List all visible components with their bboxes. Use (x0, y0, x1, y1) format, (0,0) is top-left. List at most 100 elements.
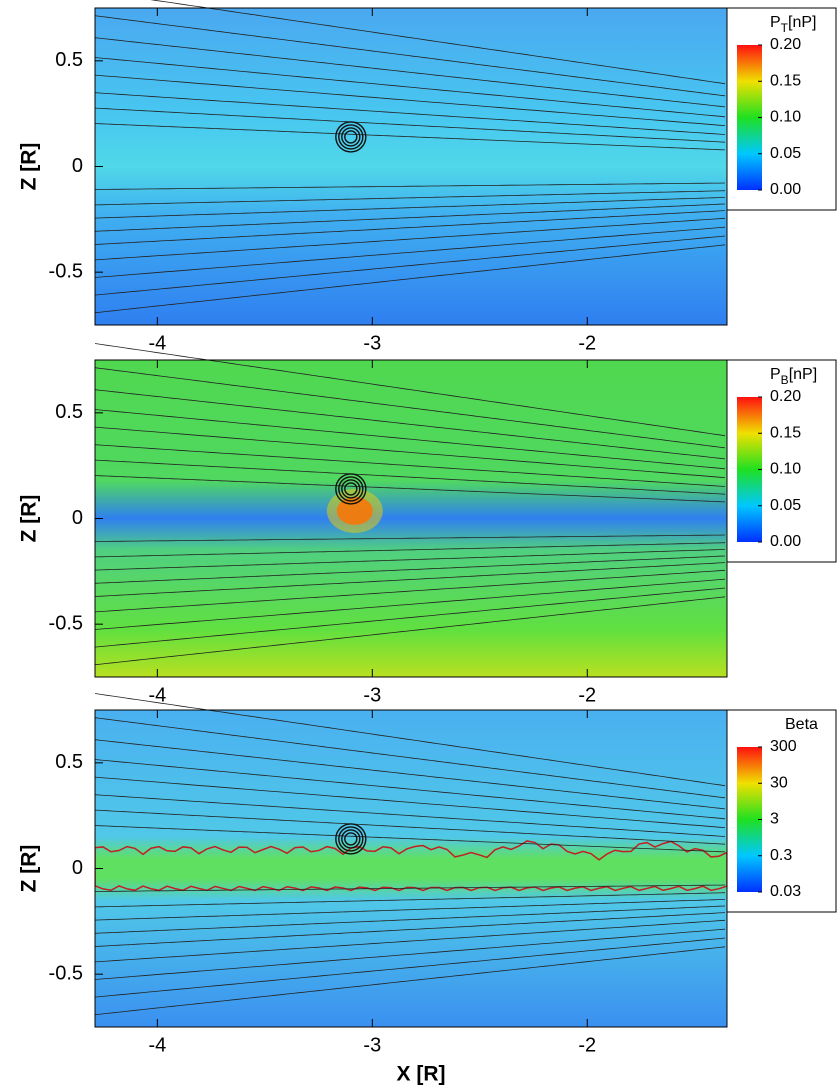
y-tick-label: 0 (72, 857, 83, 879)
field-line (95, 475, 726, 503)
y-axis-label: Z [R] (18, 495, 41, 543)
field-line (95, 389, 726, 460)
colorbar-title-part: T (781, 21, 789, 35)
vortex (344, 130, 358, 144)
colorbar-tick-label: 0.15 (770, 424, 801, 441)
vortex (335, 473, 367, 505)
field-line (95, 717, 726, 799)
vortex (341, 127, 361, 147)
colorbar-title-part: [nP] (788, 14, 816, 31)
vortex (335, 121, 367, 153)
field-line (95, 825, 726, 853)
colorbar-title: PB[nP] (770, 366, 817, 387)
field-line (95, 182, 726, 190)
colorbar: Beta 0.03 0.3 3 30 300 (726, 709, 837, 913)
field-line (95, 15, 726, 97)
colorbar-tick-label: 0.00 (770, 533, 801, 550)
field-line (95, 912, 726, 947)
x-tick-label: -2 (578, 1034, 596, 1056)
colorbar-tick-label: 0.05 (770, 145, 801, 162)
colorbar-tick-label: 3 (770, 811, 779, 828)
x-tick-label: -3 (363, 1034, 381, 1056)
field-line (95, 884, 726, 892)
colorbar: PB[nP] 0.00 0.05 0.10 0.15 0.20 (726, 359, 837, 563)
x-tick-label: -3 (363, 332, 381, 354)
field-line (95, 937, 726, 998)
y-tick-label: 0 (72, 507, 83, 529)
field-line (95, 107, 726, 143)
colorbar-title: PT[nP] (770, 14, 816, 35)
x-tick-label: -4 (148, 684, 166, 706)
field-line (95, 210, 726, 245)
x-tick-label: -4 (148, 332, 166, 354)
vortex (335, 823, 367, 855)
colorbar-tick-label: 300 (770, 738, 797, 755)
field-line (95, 919, 726, 963)
y-tick-label: -0.5 (49, 612, 83, 634)
field-line (95, 197, 726, 219)
beta-contour (95, 840, 727, 892)
y-axis-label: Z [R] (18, 143, 41, 191)
field-line (95, 562, 726, 597)
x-tick-label: -4 (148, 1034, 166, 1056)
colorbar-tick-label: 0.05 (770, 497, 801, 514)
field-line (95, 776, 726, 828)
colorbar-title-part: P (770, 14, 781, 31)
field-line (95, 905, 726, 934)
colorbar-tick-label: 0.00 (770, 181, 801, 198)
field-line (95, 123, 726, 151)
field-line (95, 693, 726, 787)
field-line (95, 226, 726, 278)
colorbar-title: Beta (785, 716, 818, 733)
field-line (150, 0, 726, 85)
field-line (95, 794, 726, 837)
field-line (95, 217, 726, 261)
field (95, 360, 727, 677)
y-tick-label: 0 (72, 155, 83, 177)
vortex (341, 829, 361, 849)
field (95, 710, 727, 1027)
colorbar-tick-label: 0.20 (770, 388, 801, 405)
x-tick-label: -2 (578, 684, 596, 706)
field-line (95, 542, 726, 558)
field-line (95, 892, 726, 908)
panel: -4 -3 -2 -0.5 0 0.5 Z [R] (18, 0, 728, 354)
colorbar-tick-label: 30 (770, 774, 788, 791)
field-line (95, 37, 726, 108)
vortex (338, 826, 364, 852)
field-line (95, 809, 726, 845)
x-tick-label: -2 (578, 332, 596, 354)
y-tick-label: 0.5 (55, 49, 83, 71)
field-line (95, 578, 726, 630)
field-line (95, 459, 726, 495)
colorbar-scale (737, 397, 762, 542)
colorbar-tick-label: 0.20 (770, 36, 801, 53)
field-line (95, 203, 726, 232)
field-line (95, 555, 726, 584)
field-line (95, 409, 726, 470)
vortex (338, 124, 364, 150)
y-tick-label: -0.5 (49, 260, 83, 282)
field-line (95, 596, 726, 666)
field-line (95, 426, 726, 478)
colorbar-title-part: B (781, 373, 789, 387)
y-tick-label: 0.5 (55, 751, 83, 773)
colorbar-tick-label: 0.03 (770, 883, 801, 900)
field-line (95, 343, 726, 437)
colorbar: PT[nP] 0.00 0.05 0.10 0.15 0.20 (726, 7, 837, 211)
vortex (341, 479, 361, 499)
field-line (95, 587, 726, 648)
field-line (95, 57, 726, 118)
field (95, 8, 727, 325)
field-line (95, 190, 726, 206)
colorbar-tick-label: 0.3 (770, 847, 792, 864)
vortex (338, 476, 364, 502)
field-line (95, 569, 726, 613)
colorbar-scale (737, 45, 762, 190)
field-line (95, 549, 726, 571)
field-line (95, 235, 726, 296)
vortex (344, 832, 358, 846)
y-tick-label: -0.5 (49, 962, 83, 984)
field-line (95, 244, 726, 314)
